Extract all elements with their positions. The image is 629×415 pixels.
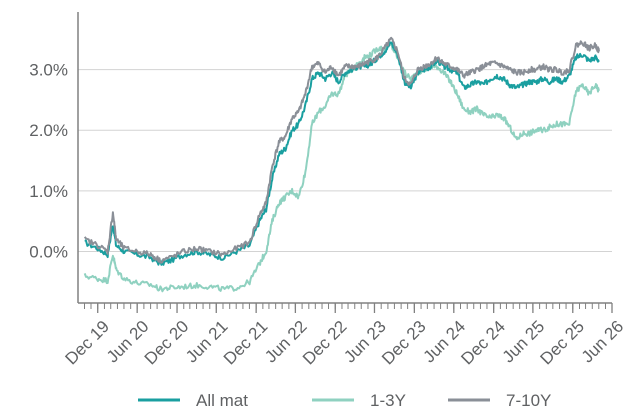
x-tick-label: Dec 21 [220, 317, 272, 369]
y-tick-label: 1.0% [29, 182, 68, 201]
x-tick-label: Dec 19 [62, 317, 114, 369]
legend-label: All mat [196, 391, 248, 410]
x-tick-label: Dec 20 [141, 317, 193, 369]
y-axis-labels: 0.0% 1.0% 2.0% 3.0% [29, 61, 68, 262]
x-tick-label: Dec 24 [457, 317, 509, 369]
series-line-1-3y [83, 43, 600, 293]
x-axis-ticks [84, 303, 613, 313]
legend-label: 1-3Y [370, 391, 406, 410]
x-tick-label: Dec 22 [299, 317, 351, 369]
y-tick-label: 2.0% [29, 121, 68, 140]
series-lines [83, 36, 600, 293]
x-tick-label: Dec 25 [537, 317, 589, 369]
legend: All mat 1-3Y 7-10Y [138, 391, 551, 410]
series-line-7-10y [83, 36, 600, 264]
x-tick-label: Dec 23 [378, 317, 430, 369]
grid-lines [78, 69, 612, 252]
y-tick-label: 3.0% [29, 61, 68, 80]
series-line-all-mat [84, 41, 600, 266]
legend-label: 7-10Y [506, 391, 551, 410]
x-tick-label: Jun 26 [578, 317, 628, 367]
y-tick-label: 0.0% [29, 242, 68, 261]
